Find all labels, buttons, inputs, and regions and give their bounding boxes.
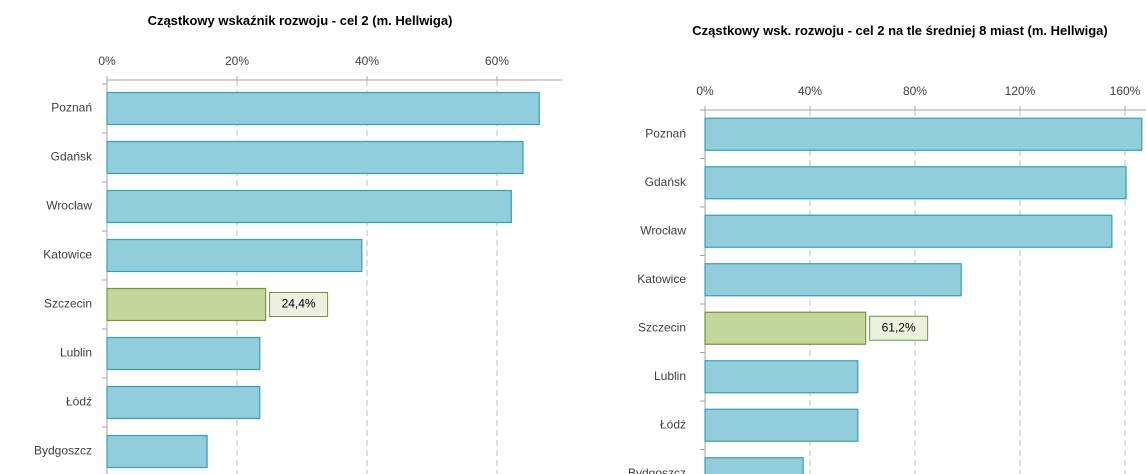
x-tick-label: 0% bbox=[98, 54, 116, 68]
bar bbox=[704, 408, 859, 442]
bar bbox=[704, 360, 859, 394]
data-label-box bbox=[869, 315, 929, 341]
data-label: 61,2% bbox=[882, 320, 916, 334]
y-tick-label: Lublin bbox=[60, 346, 92, 360]
bar bbox=[704, 117, 1143, 151]
y-tick-label: Łódź bbox=[66, 395, 92, 409]
y-tick-label: Wrocław bbox=[640, 223, 686, 237]
bar bbox=[704, 166, 1127, 200]
bar bbox=[106, 140, 524, 175]
bar bbox=[704, 214, 1113, 248]
x-tick-label: 120% bbox=[1005, 84, 1036, 98]
x-tick-label: 60% bbox=[485, 54, 509, 68]
x-tick-label: 160% bbox=[1110, 84, 1141, 98]
y-tick-label: Gdańsk bbox=[51, 150, 93, 164]
y-tick-label: Łódź bbox=[660, 417, 686, 431]
bar bbox=[106, 91, 540, 126]
y-tick-label: Bydgoszcz bbox=[34, 444, 92, 458]
x-tick-label: 40% bbox=[798, 84, 822, 98]
y-tick-label: Poznań bbox=[645, 126, 686, 140]
bar bbox=[106, 434, 208, 469]
bar bbox=[106, 189, 512, 224]
y-tick-label: Katowice bbox=[637, 272, 686, 286]
y-tick-label: Szczecin bbox=[44, 297, 92, 311]
bar bbox=[106, 336, 261, 371]
bar bbox=[704, 311, 867, 345]
y-tick-label: Szczecin bbox=[638, 320, 686, 334]
y-tick-label: Lublin bbox=[654, 369, 686, 383]
x-tick-label: 20% bbox=[225, 54, 249, 68]
bar bbox=[106, 385, 261, 420]
y-tick-label: Poznań bbox=[51, 101, 92, 115]
bar bbox=[704, 457, 804, 474]
chart-title: Cząstkowy wskaźnik rozwoju - cel 2 (m. H… bbox=[147, 13, 453, 28]
x-tick-label: 40% bbox=[355, 54, 379, 68]
y-tick-label: Bydgoszcz bbox=[628, 466, 686, 474]
bar bbox=[106, 287, 267, 322]
bar bbox=[704, 263, 962, 297]
y-tick-label: Gdańsk bbox=[645, 175, 687, 189]
data-label-box bbox=[269, 292, 329, 317]
data-label: 24,4% bbox=[282, 297, 316, 311]
x-tick-label: 0% bbox=[696, 84, 714, 98]
x-tick-label: 80% bbox=[903, 84, 927, 98]
y-tick-label: Katowice bbox=[43, 248, 92, 262]
chart-title: Cząstkowy wsk. rozwoju - cel 2 na tle śr… bbox=[692, 23, 1108, 38]
y-tick-label: Wrocław bbox=[46, 199, 92, 213]
bar bbox=[106, 238, 363, 273]
